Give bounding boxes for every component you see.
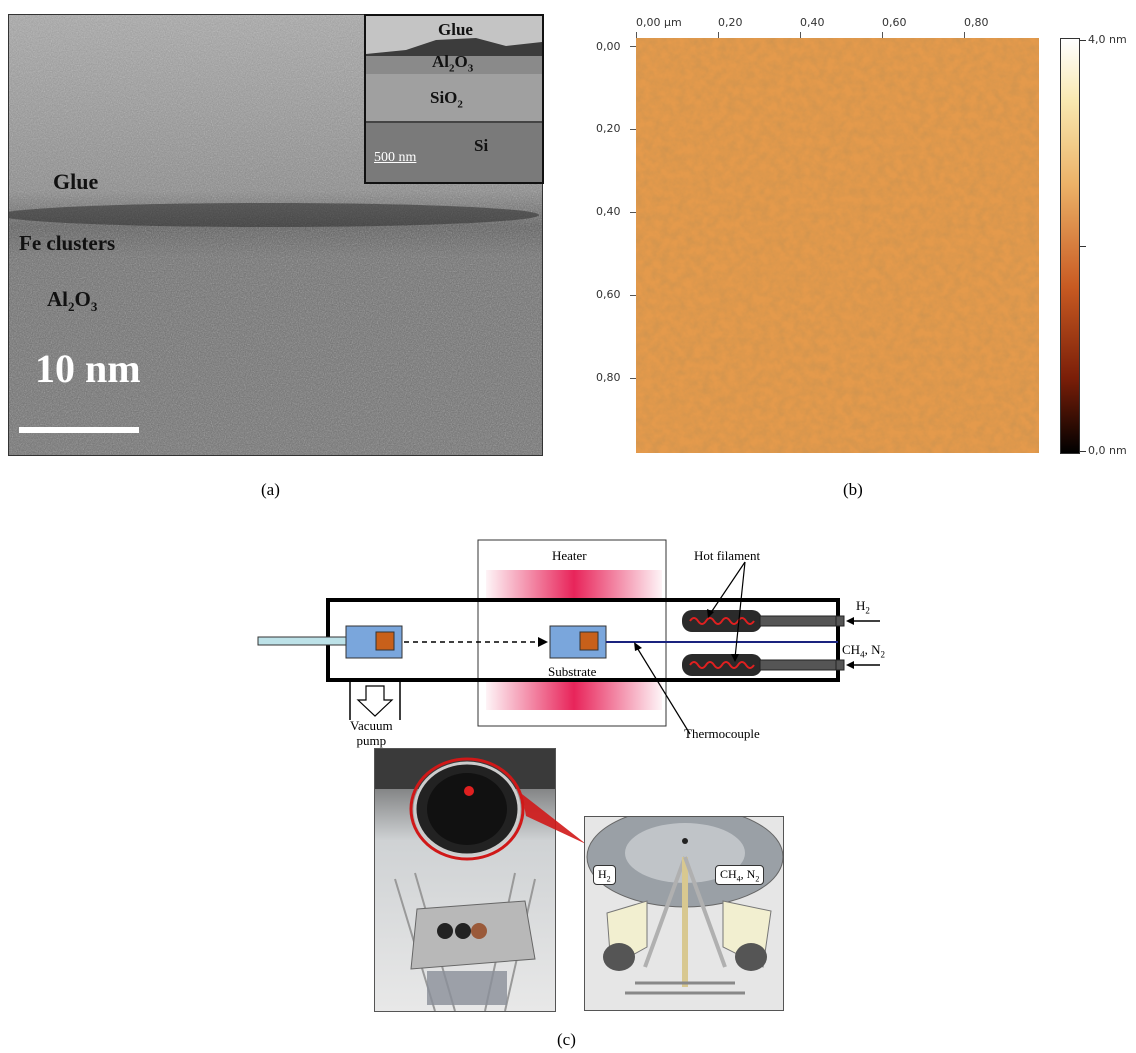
afm-xtick-mark xyxy=(964,32,965,38)
caption-b: (b) xyxy=(843,480,863,499)
inset-label-si: Si xyxy=(474,136,489,155)
tem-texture xyxy=(9,15,542,455)
tem-label-glue: Glue xyxy=(53,169,99,194)
afm-ytick-mark xyxy=(630,378,636,379)
afm-ytick-mark xyxy=(630,46,636,47)
afm-xtick: 0,60 xyxy=(882,16,907,29)
tem-label-al2o3: Al2O3 xyxy=(47,287,98,315)
inset-label-glue: Glue xyxy=(438,20,473,39)
callout-wedge xyxy=(522,794,586,844)
colorbar-max-label: 4,0 nm xyxy=(1088,33,1127,46)
afm-xtick-mark xyxy=(882,32,883,38)
afm-ytick: 0,60 xyxy=(596,288,621,301)
afm-image xyxy=(636,38,1039,453)
afm-ytick: 0,80 xyxy=(596,371,621,384)
label-substrate: Substrate xyxy=(548,664,597,679)
tem-inset: Glue Al2O3 SiO2 Si 500 nm xyxy=(364,14,544,184)
colorbar-tick xyxy=(1080,246,1086,247)
colorbar-tick xyxy=(1080,40,1086,41)
label-ch4-n2: CH4, N2 xyxy=(842,642,885,660)
reactor-photo-illustration xyxy=(375,749,555,1011)
photo-label-h2: H2 xyxy=(593,865,616,886)
afm-ytick: 0,20 xyxy=(596,122,621,135)
reactor-schematic xyxy=(257,539,880,735)
colorbar-tick xyxy=(1080,451,1086,452)
reactor-photo xyxy=(374,748,556,1012)
inset-scale-label: 500 nm xyxy=(374,150,417,165)
afm-xtick-mark xyxy=(800,32,801,38)
label-thermocouple: Thermocouple xyxy=(684,726,760,741)
afm-ytick-mark xyxy=(630,129,636,130)
afm-xtick: 0,80 xyxy=(964,16,989,29)
label-vacuum-pump: Vacuum pump xyxy=(350,718,393,748)
tem-scale-label: 10 nm xyxy=(35,346,141,391)
label-hot-filament: Hot filament xyxy=(694,548,761,563)
afm-ytick: 0,00 xyxy=(596,40,621,53)
caption-c: (c) xyxy=(557,1030,576,1049)
afm-xtick: 0,20 xyxy=(718,16,743,29)
inset-label-al2o3: Al2O3 xyxy=(432,52,474,75)
label-h2: H2 xyxy=(856,598,870,616)
inset-layers xyxy=(366,16,542,182)
tem-scale-bar xyxy=(19,427,139,433)
afm-xtick: 0,00 µm xyxy=(636,16,682,29)
inset-label-sio2: SiO2 xyxy=(430,88,463,111)
photo-label-ch4-n2: CH4, N2 xyxy=(715,865,765,886)
flange-photo: H2 CH4, N2 xyxy=(584,816,784,1011)
afm-colorbar xyxy=(1060,38,1080,454)
tem-label-fe-clusters: Fe clusters xyxy=(19,231,116,255)
afm-ytick: 0,40 xyxy=(596,205,621,218)
afm-xtick-mark xyxy=(718,32,719,38)
flange-photo-illustration xyxy=(585,817,783,1010)
afm-ytick-mark xyxy=(630,295,636,296)
afm-xtick-mark xyxy=(636,32,637,38)
caption-a: (a) xyxy=(261,480,280,499)
afm-xtick: 0,40 xyxy=(800,16,825,29)
colorbar-min-label: 0,0 nm xyxy=(1088,444,1127,457)
afm-ytick-mark xyxy=(630,212,636,213)
label-heater: Heater xyxy=(552,548,587,563)
